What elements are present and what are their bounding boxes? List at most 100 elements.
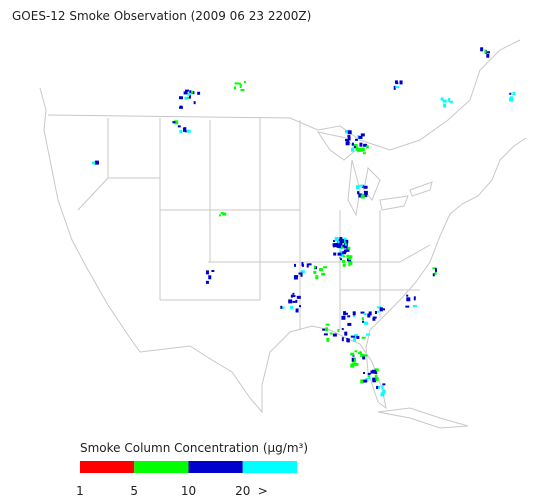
smoke-pixel <box>372 316 377 319</box>
smoke-pixel <box>342 263 346 267</box>
smoke-pixel <box>299 305 302 308</box>
smoke-pixel <box>222 212 227 216</box>
smoke-pixel <box>243 81 246 84</box>
smoke-pixel <box>236 82 241 85</box>
color-bar: 1 5 10 20 > <box>76 461 297 498</box>
smoke-pixel <box>339 250 343 253</box>
smoke-pixel <box>364 321 369 325</box>
smoke-pixel <box>359 184 364 187</box>
smoke-pixel <box>347 136 351 141</box>
smoke-pixel <box>486 53 490 58</box>
smoke-pixel <box>342 244 345 247</box>
smoke-pixel <box>370 370 375 374</box>
legend-title: Smoke Column Concentration (μg/m³) <box>80 441 308 455</box>
smoke-pixel <box>344 331 348 336</box>
smoke-pixel <box>393 85 396 90</box>
smoke-pixel <box>350 335 355 338</box>
smoke-pixel <box>307 263 312 266</box>
smoke-pixel <box>343 246 348 249</box>
smoke-pixel <box>363 185 368 189</box>
smoke-pixel <box>413 296 416 301</box>
smoke-pixel <box>351 142 354 146</box>
smoke-pixel <box>184 130 187 133</box>
coastline <box>39 87 527 414</box>
smoke-pixel <box>365 333 370 336</box>
smoke-pixel <box>509 97 514 102</box>
smoke-pixel <box>333 252 337 256</box>
smoke-pixel <box>377 306 382 309</box>
smoke-pixel <box>372 317 376 321</box>
smoke-pixel <box>329 332 333 335</box>
smoke-pixel <box>280 306 285 309</box>
smoke-pixel <box>360 147 365 152</box>
smoke-pixel <box>184 96 188 100</box>
smoke-pixel <box>351 362 356 365</box>
smoke-pixel <box>218 214 221 217</box>
smoke-pixel <box>434 268 437 273</box>
smoke-pixel <box>355 146 358 150</box>
smoke-pixel <box>350 261 353 266</box>
smoke-pixel <box>352 311 356 316</box>
smoke-pixel <box>380 392 385 397</box>
smoke-pixel <box>342 259 346 263</box>
smoke-pixel <box>361 317 364 321</box>
smoke-pixel <box>211 270 215 273</box>
smoke-pixel <box>337 240 340 243</box>
smoke-pixel <box>362 152 366 155</box>
smoke-pixel <box>187 92 191 96</box>
smoke-pixel <box>356 148 361 152</box>
great-lakes <box>316 131 433 217</box>
smoke-pixel <box>92 161 96 165</box>
smoke-pixel <box>179 129 183 133</box>
smoke-pixel <box>189 90 192 94</box>
smoke-pixel <box>313 270 317 274</box>
smoke-pixel <box>434 271 437 275</box>
smoke-pixel <box>405 305 410 308</box>
smoke-pixel <box>178 96 183 100</box>
smoke-pixel <box>337 329 340 333</box>
smoke-pixel <box>188 94 191 99</box>
color-bin <box>134 461 189 473</box>
smoke-pixel <box>395 82 399 85</box>
smoke-pixel <box>509 92 512 95</box>
smoke-pixel <box>177 125 181 128</box>
smoke-pixel <box>337 252 342 256</box>
smoke-pixel <box>294 275 299 278</box>
color-bin <box>80 461 135 473</box>
smoke-pixel <box>295 308 299 313</box>
smoke-pixel <box>358 352 363 355</box>
smoke-pixel <box>381 385 384 390</box>
smoke-pixel <box>234 86 237 90</box>
legend-tick-label: 20 <box>235 484 250 498</box>
smoke-pixel <box>325 323 330 326</box>
smoke-pixel <box>332 244 335 248</box>
smoke-pixel <box>326 337 330 342</box>
smoke-pixel <box>347 315 351 318</box>
smoke-pixel <box>186 129 191 133</box>
smoke-pixel <box>374 311 377 315</box>
smoke-pixel <box>342 251 347 255</box>
smoke-pixel <box>362 356 366 360</box>
smoke-pixel <box>382 389 386 394</box>
smoke-pixel <box>234 82 238 85</box>
smoke-pixel <box>345 139 350 142</box>
smoke-pixel <box>293 275 298 280</box>
smoke-pixel <box>367 375 370 378</box>
smoke-pixel <box>344 243 347 246</box>
smoke-pixel <box>333 239 336 242</box>
map-title: GOES-12 Smoke Observation (2009 06 23 22… <box>12 9 311 23</box>
smoke-pixel <box>360 353 365 357</box>
smoke-pixel <box>486 51 490 54</box>
smoke-pixel <box>341 328 344 331</box>
smoke-pixel <box>376 386 379 390</box>
smoke-pixel <box>367 313 371 318</box>
smoke-pixel <box>340 252 344 257</box>
smoke-pixel <box>395 86 400 89</box>
smoke-pixel <box>406 294 409 297</box>
smoke-pixel <box>354 145 357 149</box>
smoke-pixel <box>193 101 196 105</box>
smoke-pixel <box>292 292 295 295</box>
smoke-pixel <box>339 256 342 259</box>
smoke-pixel <box>340 258 343 261</box>
